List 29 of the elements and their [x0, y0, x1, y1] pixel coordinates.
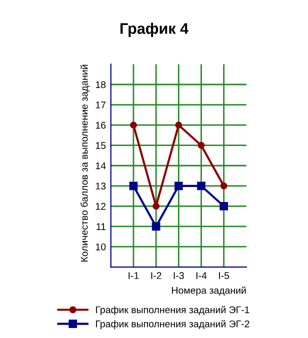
- point: [129, 182, 138, 190]
- x-tick-label: I-3: [174, 272, 184, 280]
- x-tick-label: I-1: [128, 272, 139, 279]
- y-tick-label: 12: [96, 202, 106, 210]
- point: [220, 182, 228, 190]
- legend-label: График выполнения заданий ЭГ-2: [96, 320, 250, 330]
- point: [198, 142, 205, 149]
- y-tick-label: 11: [96, 223, 106, 230]
- y-tick-label: 17: [96, 102, 106, 108]
- legend-label: График выполнения заданий ЭГ-1: [96, 306, 250, 316]
- point: [220, 202, 228, 210]
- y-tick-label: 14: [96, 162, 106, 170]
- x-tick-label: I-5: [219, 272, 230, 280]
- point: [130, 122, 137, 129]
- x-tick-label: I-2: [151, 272, 162, 279]
- y-tick-label: 10: [96, 243, 106, 250]
- y-tick-label: 13: [96, 182, 106, 190]
- y-tick-label: 16: [96, 122, 106, 129]
- x-tick-label: I-4: [196, 272, 207, 279]
- point: [174, 182, 183, 190]
- point: [175, 122, 182, 129]
- y-axis-title: Количество баллов за выполнение заданий: [80, 64, 90, 262]
- point: [152, 202, 160, 210]
- y-tick-label: 18: [96, 81, 106, 88]
- y-tick-label: 15: [96, 142, 106, 149]
- point: [197, 182, 206, 190]
- x-axis-title: Номера заданий: [172, 286, 246, 296]
- point: [152, 222, 160, 231]
- chart-title: График 4: [120, 22, 188, 37]
